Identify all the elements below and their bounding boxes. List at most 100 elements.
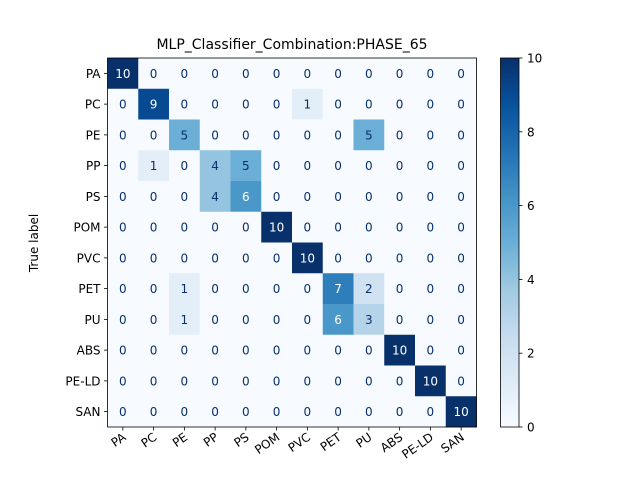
- cell-value-label: 0: [150, 221, 158, 235]
- heatmap-cell: [292, 181, 324, 213]
- cell-value-label: 0: [457, 251, 465, 265]
- cell-value-label: 0: [181, 344, 189, 358]
- cell-value-label: 0: [304, 344, 312, 358]
- heatmap-cell: [261, 273, 293, 305]
- y-tick-label: PS: [86, 190, 101, 204]
- heatmap-cell: [230, 396, 262, 428]
- heatmap-cell: [322, 242, 354, 274]
- cell-value-label: 0: [304, 190, 312, 204]
- heatmap-cell: [199, 242, 231, 274]
- heatmap-cell: [292, 365, 324, 397]
- heatmap-cell: [353, 396, 385, 428]
- cell-value-label: 6: [242, 190, 250, 204]
- heatmap-cell: [230, 242, 262, 274]
- cell-value-label: 0: [242, 282, 250, 296]
- cell-value-label: 0: [334, 98, 342, 112]
- heatmap-cell: [230, 181, 262, 213]
- heatmap-cell: [138, 150, 170, 182]
- colorbar-tick-label: 6: [527, 199, 535, 213]
- cell-value-label: 0: [334, 128, 342, 142]
- heatmap-cell: [261, 365, 293, 397]
- heatmap-cell: [292, 304, 324, 336]
- cell-value-label: 0: [427, 221, 435, 235]
- heatmap-cell: [322, 304, 354, 336]
- heatmap-cell: [384, 211, 416, 243]
- heatmap-cell: [353, 58, 385, 90]
- heatmap-cell: [199, 396, 231, 428]
- colorbar: 0 2 4 6 8 10: [500, 52, 542, 435]
- cell-value-label: 0: [181, 67, 189, 81]
- cell-value-label: 0: [150, 374, 158, 388]
- colorbar-tick-label: 2: [527, 347, 535, 361]
- cell-value-label: 0: [211, 98, 219, 112]
- cell-value-label: 0: [273, 374, 281, 388]
- cell-value-label: 0: [119, 159, 127, 173]
- heatmap-cell: [384, 119, 416, 151]
- cell-value-label: 0: [457, 313, 465, 327]
- y-tick-label: PC: [85, 98, 101, 112]
- cell-value-label: 0: [365, 344, 373, 358]
- cell-value-label: 0: [427, 128, 435, 142]
- heatmap-cell: [292, 119, 324, 151]
- heatmap-cell: [230, 365, 262, 397]
- cell-value-label: 9: [150, 98, 158, 112]
- cell-value-label: 0: [181, 405, 189, 419]
- cell-value-label: 0: [211, 67, 219, 81]
- cell-value-label: 1: [181, 282, 189, 296]
- heatmap-cell: [169, 58, 201, 90]
- heatmap-cell: [107, 150, 139, 182]
- heatmap-cell: [445, 365, 477, 397]
- heatmap-cell: [292, 211, 324, 243]
- heatmap-cell: [322, 181, 354, 213]
- cell-value-label: 0: [396, 128, 404, 142]
- heatmap-cell: [322, 211, 354, 243]
- heatmap-cell: [199, 58, 231, 90]
- cell-value-label: 0: [119, 221, 127, 235]
- cell-value-label: 0: [119, 128, 127, 142]
- colorbar-tick-label: 0: [527, 421, 535, 435]
- cell-value-label: 10: [423, 374, 438, 388]
- cell-value-label: 0: [273, 128, 281, 142]
- heatmap-cell: [415, 119, 447, 151]
- heatmap-cell: [445, 150, 477, 182]
- cell-value-label: 10: [269, 221, 284, 235]
- heatmap-cell: [353, 181, 385, 213]
- heatmap-cell: [353, 304, 385, 336]
- heatmap-cell: [107, 396, 139, 428]
- cell-value-label: 0: [242, 344, 250, 358]
- heatmap-cell: [230, 334, 262, 366]
- heatmap-cell: [292, 58, 324, 90]
- cell-value-label: 0: [427, 313, 435, 327]
- cell-value-label: 0: [150, 190, 158, 204]
- cell-value-label: 10: [392, 344, 407, 358]
- cell-value-label: 0: [211, 128, 219, 142]
- heatmap-cell: [107, 181, 139, 213]
- cell-value-label: 0: [273, 159, 281, 173]
- y-tick-label: PE-LD: [65, 374, 100, 388]
- cell-value-label: 0: [119, 405, 127, 419]
- heatmap-cell: [199, 150, 231, 182]
- heatmap-cell: [445, 304, 477, 336]
- heatmap-cell: [169, 119, 201, 151]
- heatmap-cell: [322, 150, 354, 182]
- y-tick-label: PVC: [77, 251, 101, 265]
- heatmap-cell: [230, 211, 262, 243]
- cell-value-label: 0: [273, 405, 281, 419]
- heatmap-cell: [169, 304, 201, 336]
- plot-frame: [107, 57, 477, 428]
- cell-value-label: 0: [181, 251, 189, 265]
- cell-value-label: 1: [304, 98, 312, 112]
- cell-value-label: 0: [396, 98, 404, 112]
- cell-value-label: 10: [453, 405, 468, 419]
- cell-value-label: 0: [211, 344, 219, 358]
- x-tick-label: POM: [252, 430, 282, 457]
- cell-value-label: 0: [304, 405, 312, 419]
- heatmap-cells: 10 0 0 0 0 0 0 0 0 0 0 00 9 0 0 0 0 1 0 0 0 0 00 0 5 0 0 0 0 0 5 0 0 00 1 0…: [107, 58, 477, 428]
- x-tick-label: PP: [201, 430, 221, 450]
- y-tick-label: SAN: [75, 405, 100, 419]
- heatmap-cell: [107, 273, 139, 305]
- heatmap-cell: [230, 58, 262, 90]
- heatmap-cell: [384, 181, 416, 213]
- heatmap-cell: [199, 273, 231, 305]
